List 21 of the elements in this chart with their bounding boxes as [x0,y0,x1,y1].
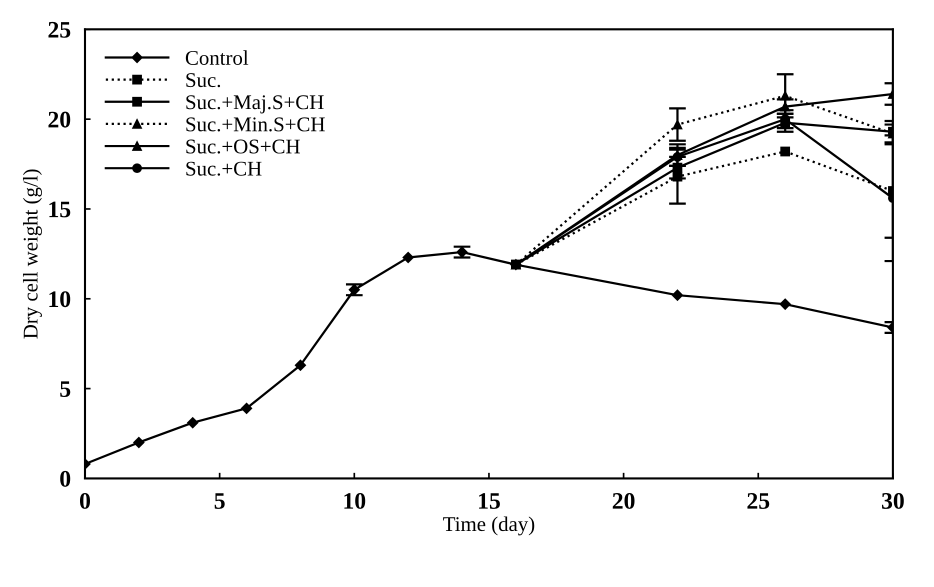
x-tick-label: 15 [479,493,500,509]
legend-label: Suc.+Maj.S+CH [186,95,324,114]
legend-label: Suc.+OS+CH [186,140,300,154]
legend-label: Suc.+Min.S+CH [186,117,325,132]
legend-label: Suc. [186,73,220,88]
y-tick-label: 20 [48,112,70,128]
y-tick-label: 15 [49,202,70,218]
x-tick-label: 10 [344,492,366,509]
y-tick-label: 10 [49,291,70,308]
legend-label: Control [186,50,248,65]
legend-label: Suc.+CH [186,162,262,176]
x-tick-label: 5 [214,493,225,509]
x-tick-label: 25 [747,493,770,509]
x-tick-label: 20 [612,492,635,509]
x-axis-title: Time (day) [443,516,534,536]
y-tick-label: 5 [60,381,70,398]
y-axis-title: Dry cell weight (g/l) [22,169,42,339]
y-tick-label: 0 [60,470,70,487]
x-tick-label: 0 [80,492,90,509]
y-tick-label: 25 [48,22,70,38]
x-tick-label: 30 [882,492,904,509]
